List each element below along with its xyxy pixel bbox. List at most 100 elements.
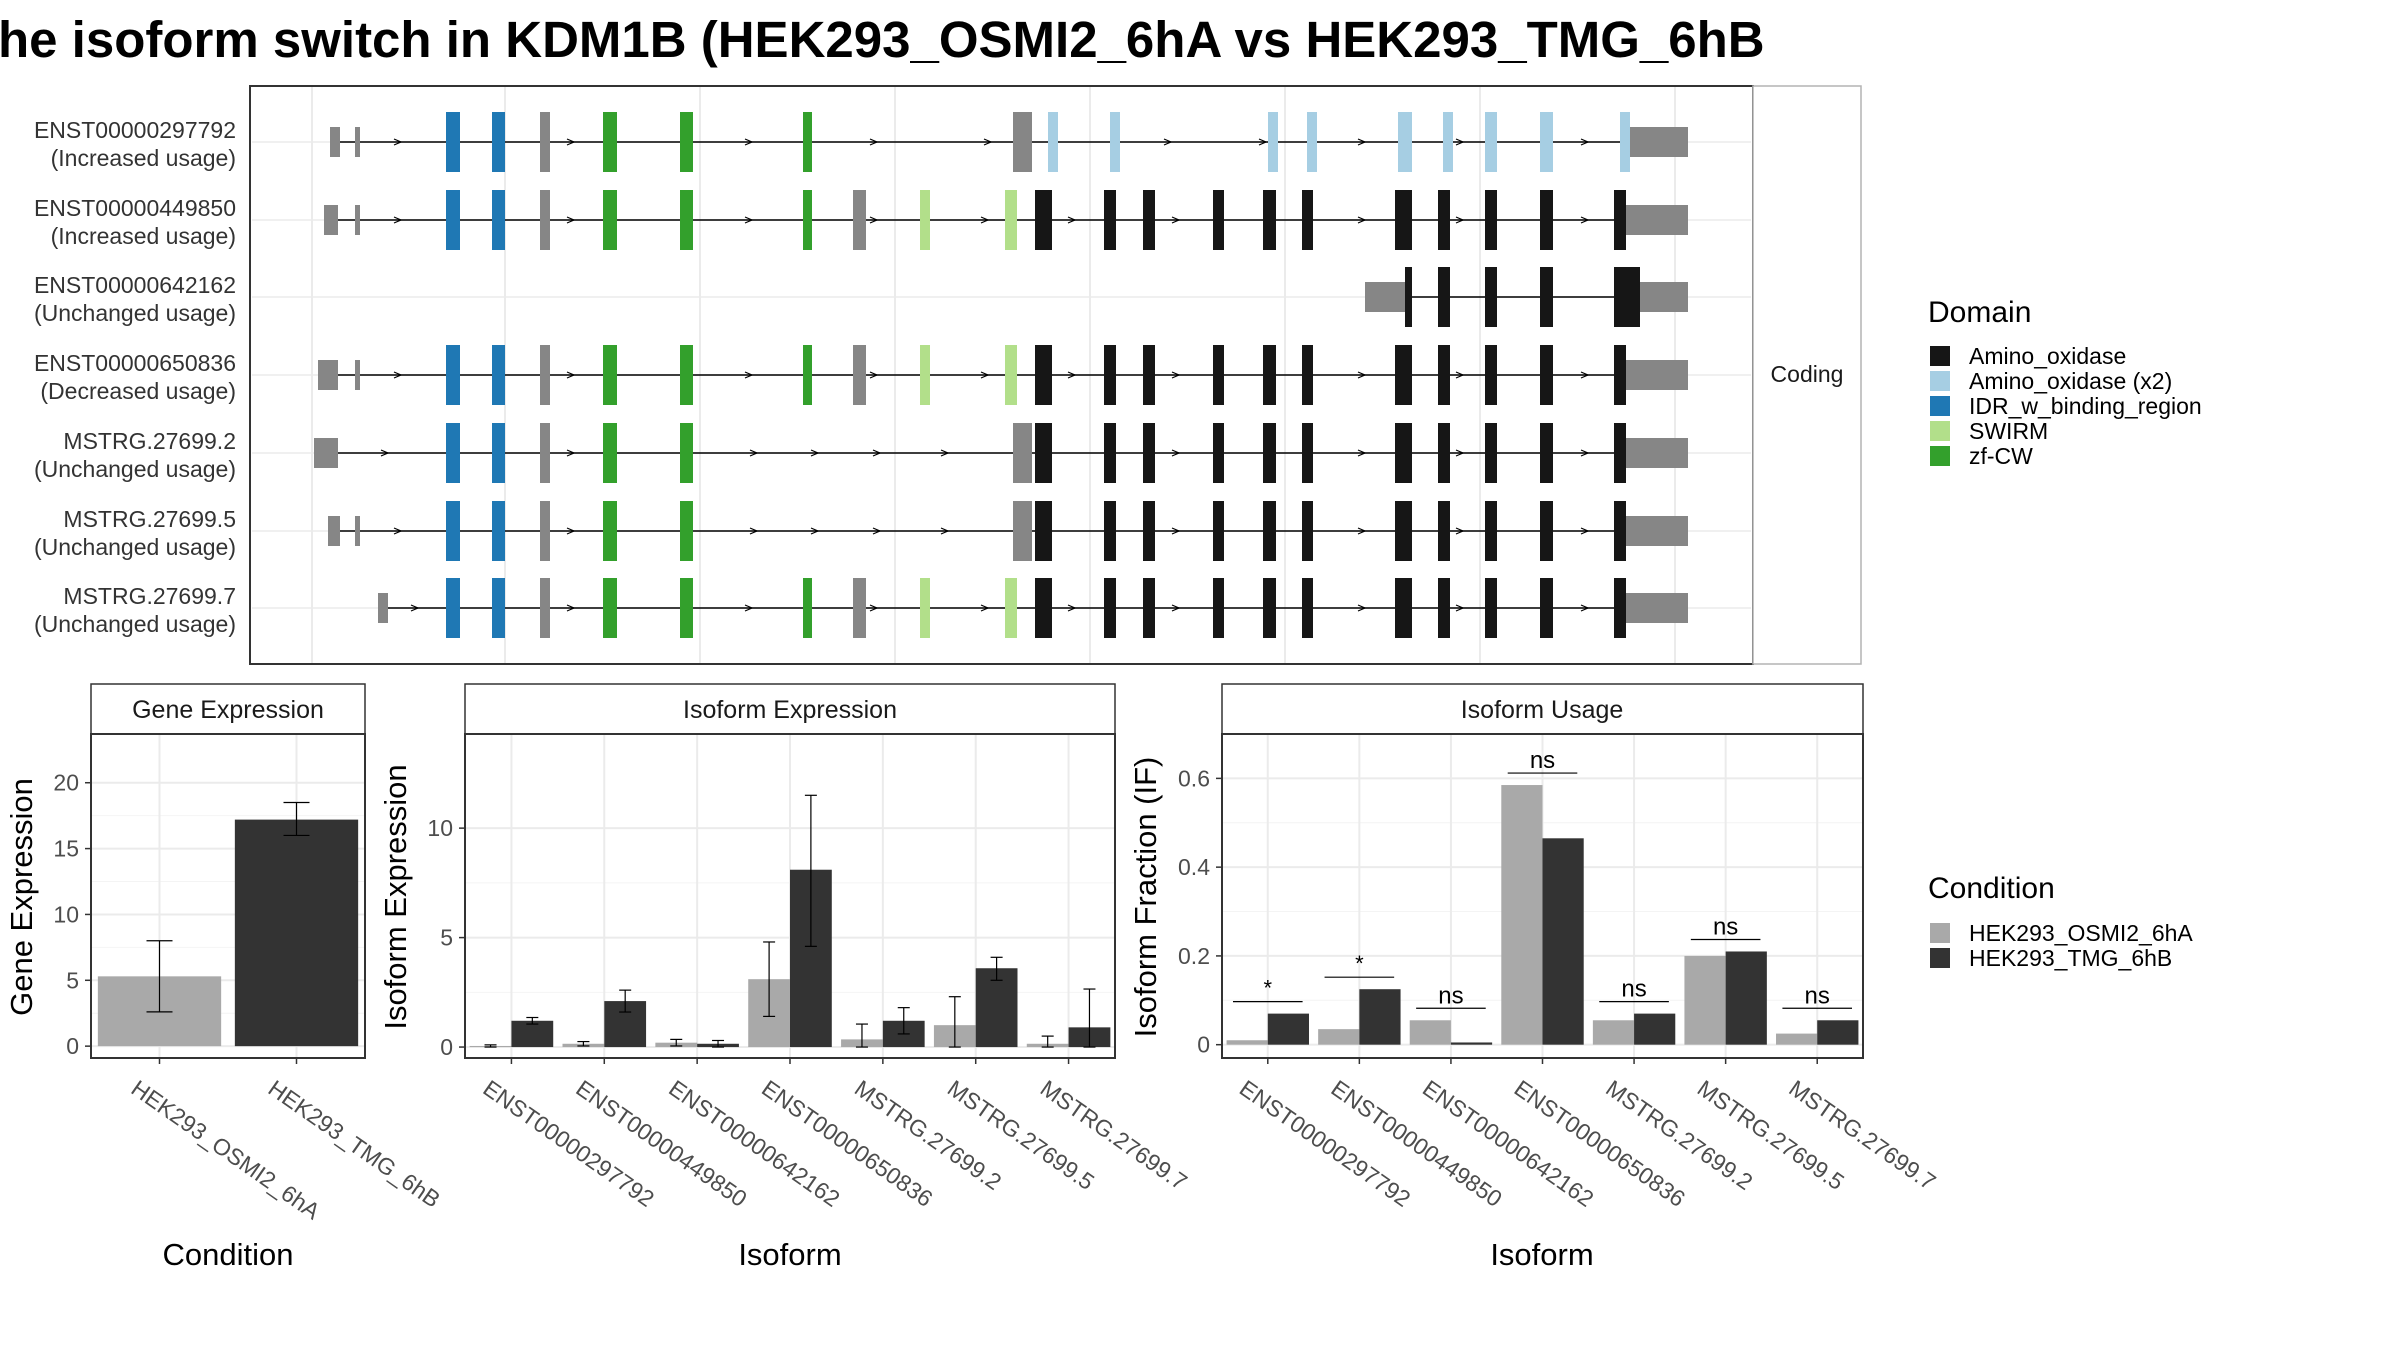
exon-block — [603, 112, 617, 172]
bar — [1501, 785, 1543, 1045]
x-tick-label: ENST00000297792 — [479, 1075, 659, 1212]
strand-arrow — [393, 527, 403, 535]
isoform-usage-strip-title: Isoform Usage — [1461, 696, 1624, 724]
gene-expression-x-title: Condition — [163, 1237, 294, 1272]
exon-block — [603, 190, 617, 250]
strand-arrow — [393, 216, 403, 224]
significance-label: ns — [1438, 982, 1463, 1009]
strand-arrow — [940, 449, 950, 457]
y-tick-label: 5 — [440, 925, 453, 951]
strand-arrow — [983, 138, 993, 146]
exon-block — [1302, 423, 1313, 483]
bar — [1817, 1020, 1859, 1045]
exon-block — [1013, 112, 1032, 172]
transcript-id-label: ENST00000642162 — [34, 272, 236, 298]
exon-block — [680, 190, 693, 250]
exon-block — [1614, 423, 1626, 483]
domain-legend-label: zf-CW — [1969, 443, 2033, 469]
exon-block — [1104, 501, 1116, 561]
plot-border — [90, 733, 366, 1059]
transcript-id-label: ENST00000449850 — [34, 195, 236, 221]
strand-arrow — [566, 371, 576, 379]
significance-label: ns — [1621, 976, 1646, 1003]
strand-arrow — [980, 604, 990, 612]
exon-block — [446, 578, 460, 638]
strand-arrow — [869, 371, 879, 379]
strand-arrow — [1455, 449, 1465, 457]
isoform-expression-x-title: Isoform — [738, 1237, 841, 1272]
exon-block — [328, 516, 340, 546]
strand-arrow — [810, 527, 820, 535]
strand-arrow — [810, 449, 820, 457]
exon-block — [1302, 501, 1313, 561]
strand-arrow — [1580, 604, 1590, 612]
x-tick-label: ENST00000642162 — [1418, 1075, 1598, 1212]
exon-block — [803, 112, 812, 172]
bar — [1634, 1013, 1676, 1045]
exon-block — [1263, 423, 1276, 483]
y-tick-label: 5 — [66, 967, 79, 993]
exon-block — [603, 578, 617, 638]
strand-arrow — [410, 604, 420, 612]
exon-block — [1614, 578, 1626, 638]
exon-block — [1302, 345, 1313, 405]
exon-block — [680, 578, 693, 638]
strand-arrow — [872, 527, 882, 535]
exon-block — [920, 345, 930, 405]
exon-block — [1626, 360, 1688, 390]
exon-block — [540, 190, 550, 250]
exon-block — [803, 190, 812, 250]
y-tick-label: 0 — [1197, 1032, 1210, 1058]
bar — [1267, 1013, 1309, 1045]
exon-block — [1302, 190, 1313, 250]
strand-arrow — [744, 371, 754, 379]
exon-block — [1540, 578, 1553, 638]
exon-block — [1395, 578, 1412, 638]
exon-block — [1540, 501, 1553, 561]
bar — [1226, 1040, 1268, 1045]
strand-arrow — [1171, 449, 1181, 457]
exon-block — [1438, 345, 1450, 405]
exon-block — [1443, 112, 1453, 172]
exon-block — [853, 345, 866, 405]
exon-block — [1268, 112, 1278, 172]
bar — [234, 819, 359, 1047]
strand-arrow — [1357, 138, 1367, 146]
exon-block — [540, 345, 550, 405]
strand-arrow — [980, 371, 990, 379]
transcript-usage-label: (Increased usage) — [51, 223, 236, 249]
exon-block — [1630, 127, 1688, 157]
transcript-usage-label: (Unchanged usage) — [34, 456, 236, 482]
exon-block — [492, 112, 505, 172]
exon-block — [1438, 267, 1450, 327]
bar — [1725, 951, 1767, 1045]
exon-block — [1438, 190, 1450, 250]
exon-block — [853, 190, 866, 250]
isoform-usage-strip — [1221, 683, 1864, 735]
y-tick-label: 15 — [53, 836, 79, 862]
transcript-usage-label: (Decreased usage) — [40, 378, 236, 404]
exon-block — [1048, 112, 1058, 172]
exon-block — [1395, 501, 1412, 561]
exon-block — [492, 423, 505, 483]
transcript-id-label: ENST00000297792 — [34, 117, 236, 143]
strand-arrow — [1357, 449, 1367, 457]
strand-arrow — [1580, 216, 1590, 224]
y-tick-label: 0 — [66, 1033, 79, 1059]
condition-legend-label: HEK293_TMG_6hB — [1969, 945, 2172, 971]
exon-block — [1263, 501, 1276, 561]
strand-arrow — [1455, 527, 1465, 535]
strand-arrow — [1171, 371, 1181, 379]
exon-block — [540, 423, 550, 483]
transcript-usage-label: (Unchanged usage) — [34, 534, 236, 560]
y-tick-label: 0 — [440, 1034, 453, 1060]
transcript-id-label: MSTRG.27699.7 — [63, 583, 236, 609]
isoform-usage-x-title: Isoform — [1490, 1237, 1593, 1272]
y-tick-label: 20 — [53, 770, 79, 796]
exon-block — [680, 423, 693, 483]
strand-arrow — [1580, 371, 1590, 379]
strand-arrow — [869, 604, 879, 612]
exon-block — [492, 345, 505, 405]
exon-block — [1005, 578, 1017, 638]
